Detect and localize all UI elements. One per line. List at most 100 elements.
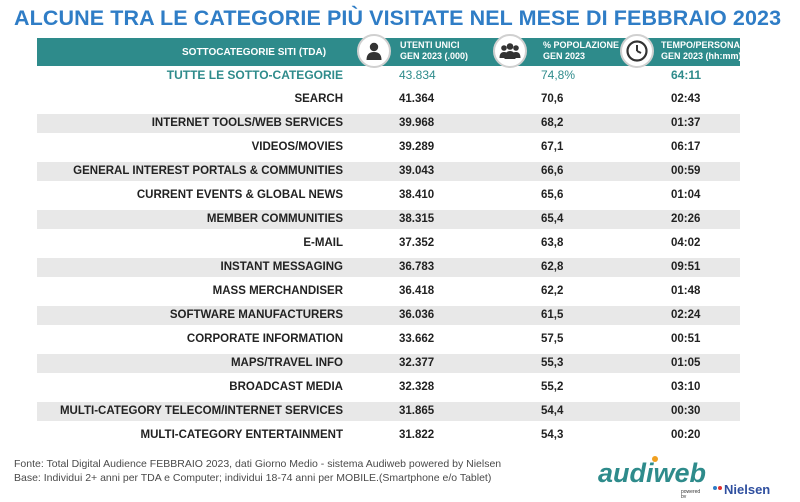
header-users-line1: UTENTI UNICI bbox=[400, 40, 460, 50]
row-time: 01:04 bbox=[671, 189, 701, 201]
row-users: 38.410 bbox=[399, 189, 435, 201]
header-users-line2: GEN 2023 (.000) bbox=[400, 50, 469, 61]
row-users: 36.418 bbox=[399, 285, 435, 297]
footer-source: Fonte: Total Digital Audience FEBBRAIO 2… bbox=[14, 458, 502, 470]
row-time: 02:43 bbox=[671, 93, 701, 105]
row-name: INSTANT MESSAGING bbox=[220, 261, 343, 273]
row-users: 41.364 bbox=[399, 93, 435, 105]
row-time: 01:48 bbox=[671, 285, 701, 297]
row-perc: 55,2 bbox=[541, 381, 564, 393]
page-title: ALCUNE TRA LE CATEGORIE PIÙ VISITATE NEL… bbox=[14, 6, 782, 30]
footer-base: Base: Individui 2+ anni per TDA e Comput… bbox=[14, 472, 492, 484]
header-perc-label: % POPOLAZIONE GEN 2023 bbox=[543, 40, 619, 61]
row-time: 02:24 bbox=[671, 309, 701, 321]
row-users: 37.352 bbox=[399, 237, 435, 249]
audiweb-logo: audiweb powered by Nielsen bbox=[598, 456, 770, 498]
row-perc: 63,8 bbox=[541, 237, 564, 249]
row-users: 38.315 bbox=[399, 213, 435, 225]
table-row: E-MAIL 37.352 63,8 04:02 bbox=[37, 234, 740, 253]
total-name: TUTTE LE SOTTO-CATEGORIE bbox=[166, 68, 343, 82]
table-row: INTERNET TOOLS/WEB SERVICES 39.968 68,2 01:… bbox=[37, 114, 740, 133]
row-time: 01:05 bbox=[671, 357, 701, 369]
row-name: BROADCAST MEDIA bbox=[229, 381, 343, 393]
row-time: 09:51 bbox=[671, 261, 701, 273]
row-users: 32.377 bbox=[399, 357, 435, 369]
row-name: E-MAIL bbox=[303, 237, 343, 249]
row-users: 36.783 bbox=[399, 261, 435, 273]
row-time: 00:51 bbox=[671, 333, 701, 345]
table-row: CORPORATE INFORMATION 33.662 57,5 00:51 bbox=[37, 330, 740, 349]
header-perc-line2: GEN 2023 bbox=[543, 50, 586, 61]
header-users-label: UTENTI UNICI GEN 2023 (.000) bbox=[400, 40, 468, 61]
row-users: 31.822 bbox=[399, 429, 435, 441]
row-perc: 65,4 bbox=[541, 213, 564, 225]
row-users: 39.968 bbox=[399, 117, 435, 129]
table-row: MULTI-CATEGORY TELECOM/INTERNET SERVICES… bbox=[37, 402, 740, 421]
row-name: INTERNET TOOLS/WEB SERVICES bbox=[151, 117, 343, 129]
row-name: MASS MERCHANDISER bbox=[212, 285, 343, 297]
header-time-line2: GEN 2023 (hh:mm) bbox=[661, 50, 742, 61]
row-perc: 67,1 bbox=[541, 141, 564, 153]
row-users: 39.043 bbox=[399, 165, 435, 177]
row-time: 20:26 bbox=[671, 213, 701, 225]
table-row: INSTANT MESSAGING 36.783 62,8 09:51 bbox=[37, 258, 740, 277]
total-time: 64:11 bbox=[671, 68, 702, 82]
row-time: 00:20 bbox=[671, 429, 701, 441]
row-perc: 70,6 bbox=[541, 93, 564, 105]
row-perc: 55,3 bbox=[541, 357, 564, 369]
row-perc: 68,2 bbox=[541, 117, 564, 129]
table-row: MEMBER COMMUNITIES 38.315 65,4 20:26 bbox=[37, 210, 740, 229]
total-row: TUTTE LE SOTTO-CATEGORIE 43.834 74,8% 64… bbox=[37, 66, 740, 85]
row-name: MEMBER COMMUNITIES bbox=[206, 213, 343, 225]
table-row: SOFTWARE MANUFACTURERS 36.036 61,5 02:24 bbox=[37, 306, 740, 325]
row-time: 01:37 bbox=[671, 117, 701, 129]
row-perc: 54,3 bbox=[541, 429, 564, 441]
person-icon bbox=[357, 34, 391, 68]
logo-partner: Nielsen bbox=[724, 482, 770, 497]
row-time: 06:17 bbox=[671, 141, 701, 153]
clock-icon bbox=[620, 34, 654, 68]
row-users: 39.289 bbox=[399, 141, 435, 153]
row-users: 32.328 bbox=[399, 381, 435, 393]
row-time: 04:02 bbox=[671, 237, 701, 249]
row-perc: 62,8 bbox=[541, 261, 564, 273]
row-perc: 57,5 bbox=[541, 333, 564, 345]
row-users: 33.662 bbox=[399, 333, 435, 345]
row-name: CORPORATE INFORMATION bbox=[186, 333, 343, 345]
table-row: MASS MERCHANDISER 36.418 62,2 01:48 bbox=[37, 282, 740, 301]
header-time-line1: TEMPO/PERSONA bbox=[661, 40, 741, 50]
row-name: VIDEOS/MOVIES bbox=[251, 141, 343, 153]
table-row: BROADCAST MEDIA 32.328 55,2 03:10 bbox=[37, 378, 740, 397]
row-name: SEARCH bbox=[294, 93, 343, 105]
row-name: MULTI-CATEGORY ENTERTAINMENT bbox=[140, 429, 343, 441]
group-icon bbox=[493, 34, 527, 68]
header-category-label: SOTTOCATEGORIE SITI (TDA) bbox=[182, 47, 327, 58]
header-time-label: TEMPO/PERSONA GEN 2023 (hh:mm) bbox=[661, 40, 742, 61]
table-row: MULTI-CATEGORY ENTERTAINMENT 31.822 54,3 00… bbox=[37, 426, 740, 445]
row-perc: 65,6 bbox=[541, 189, 564, 201]
row-name: GENERAL INTEREST PORTALS & COMMUNITIES bbox=[73, 165, 343, 177]
row-time: 03:10 bbox=[671, 381, 701, 393]
table-row: CURRENT EVENTS & GLOBAL NEWS 38.410 65,6 01… bbox=[37, 186, 740, 205]
total-perc: 74,8% bbox=[541, 68, 576, 82]
row-name: CURRENT EVENTS & GLOBAL NEWS bbox=[136, 189, 343, 201]
row-name: SOFTWARE MANUFACTURERS bbox=[169, 309, 343, 321]
table-row: MAPS/TRAVEL INFO 32.377 55,3 01:05 bbox=[37, 354, 740, 373]
total-users: 43.834 bbox=[399, 68, 436, 82]
row-perc: 66,6 bbox=[541, 165, 564, 177]
row-perc: 62,2 bbox=[541, 285, 564, 297]
table-row: SEARCH 41.364 70,6 02:43 bbox=[37, 90, 740, 109]
svg-text:by: by bbox=[681, 494, 687, 498]
row-name: MAPS/TRAVEL INFO bbox=[230, 357, 343, 369]
row-name: MULTI-CATEGORY TELECOM/INTERNET SERVICES bbox=[59, 405, 343, 417]
table-row: GENERAL INTEREST PORTALS & COMMUNITIES 39… bbox=[37, 162, 740, 181]
table-row: VIDEOS/MOVIES 39.289 67,1 06:17 bbox=[37, 138, 740, 157]
row-time: 00:59 bbox=[671, 165, 701, 177]
row-users: 36.036 bbox=[399, 309, 435, 321]
row-users: 31.865 bbox=[399, 405, 435, 417]
logo-brand: audiweb bbox=[598, 458, 706, 488]
row-perc: 61,5 bbox=[541, 309, 564, 321]
logo-powered: powered bbox=[681, 489, 700, 495]
row-time: 00:30 bbox=[671, 405, 701, 417]
header-perc-line1: % POPOLAZIONE bbox=[543, 40, 620, 50]
